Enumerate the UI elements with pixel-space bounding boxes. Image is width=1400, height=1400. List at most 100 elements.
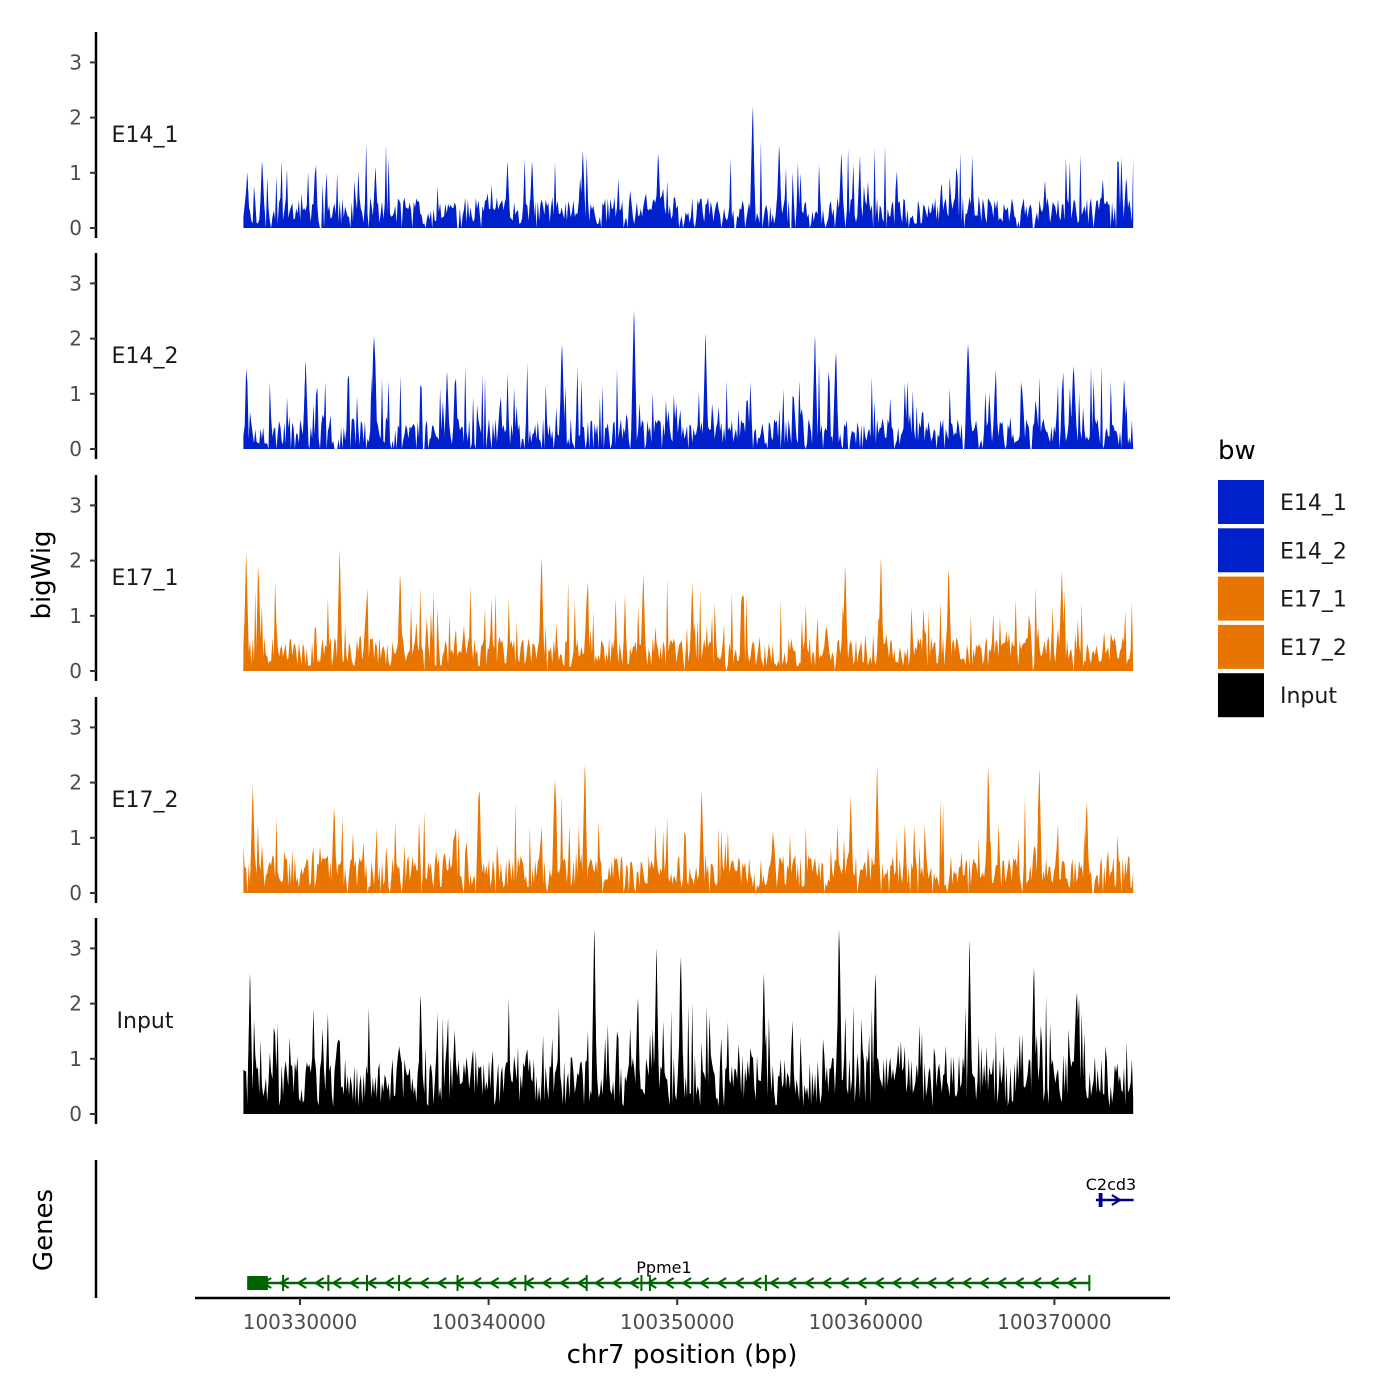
peak-Input-2 bbox=[591, 929, 598, 1114]
y-tick-label-E14_2-1: 1 bbox=[69, 382, 82, 406]
strand-arrow-Ppme1-25 bbox=[698, 1277, 710, 1289]
peak-E17_2-10 bbox=[1083, 801, 1090, 893]
exon-Ppme1-6 bbox=[524, 1275, 527, 1291]
exon-Ppme1-4 bbox=[398, 1275, 401, 1291]
strand-arrow-Ppme1-34 bbox=[856, 1277, 867, 1289]
track-Input: 0 1 2 3 Input bbox=[69, 918, 1134, 1126]
peak-Input-11 bbox=[1074, 992, 1081, 1114]
peak-E17_2-6 bbox=[847, 796, 854, 893]
peak-E14_1-5 bbox=[528, 161, 535, 228]
track-E14_1: 0 1 2 3 E14_1 bbox=[69, 32, 1134, 240]
strand-arrow-Ppme1-19 bbox=[593, 1277, 605, 1289]
peak-E17_2-9 bbox=[1036, 768, 1043, 893]
coverage-area-E17_2 bbox=[243, 763, 1134, 893]
strand-arrow-Ppme1-7 bbox=[383, 1277, 395, 1289]
peak-E14_1-10 bbox=[838, 153, 845, 228]
x-tick-label-0: 100330000 bbox=[243, 1310, 358, 1334]
peak-E14_1-11 bbox=[938, 183, 945, 228]
legend-title: bw bbox=[1218, 436, 1256, 466]
peak-Input-1 bbox=[417, 995, 424, 1114]
strand-arrow-Ppme1-16 bbox=[541, 1277, 552, 1289]
strand-arrow-Ppme1-46 bbox=[1066, 1277, 1077, 1289]
y-axis-title: bigWig bbox=[27, 530, 57, 619]
exon-C2cd3-0 bbox=[1098, 1193, 1103, 1207]
gene-label-Ppme1: Ppme1 bbox=[636, 1258, 691, 1277]
y-tick-label-E14_2-0: 0 bbox=[69, 437, 82, 461]
strand-arrow-Ppme1-4 bbox=[331, 1277, 342, 1289]
legend-label-E14_1: E14_1 bbox=[1280, 491, 1347, 516]
gene-Ppme1: Ppme1 bbox=[247, 1258, 1091, 1291]
strand-arrow-C2cd3-0 bbox=[1111, 1194, 1122, 1206]
x-axis: chr7 position (bp) 100330000 100340000 100… bbox=[195, 1296, 1170, 1370]
legend-swatch-E14_1 bbox=[1218, 480, 1264, 524]
exon-Ppme1-5 bbox=[456, 1275, 459, 1291]
gene-C2cd3: C2cd3 bbox=[1086, 1175, 1136, 1207]
legend-swatch-Input bbox=[1218, 673, 1264, 718]
peak-E17_2-3 bbox=[551, 779, 558, 893]
exon-Ppme1-2 bbox=[327, 1275, 330, 1291]
strand-arrow-Ppme1-9 bbox=[418, 1277, 430, 1289]
strand-arrow-Ppme1-45 bbox=[1048, 1277, 1060, 1289]
strand-arrow-Ppme1-10 bbox=[436, 1277, 447, 1289]
peak-E17_2-4 bbox=[581, 763, 588, 893]
strand-arrow-Ppme1-8 bbox=[401, 1277, 412, 1289]
legend-swatch-E14_2 bbox=[1218, 528, 1264, 573]
track-label-Input: Input bbox=[117, 1009, 174, 1034]
track-label-E17_1: E17_1 bbox=[112, 566, 179, 591]
peak-Input-6 bbox=[760, 973, 767, 1114]
strand-arrow-Ppme1-18 bbox=[576, 1277, 587, 1289]
strand-arrow-Ppme1-6 bbox=[366, 1277, 377, 1289]
strand-arrow-Ppme1-22 bbox=[646, 1277, 657, 1289]
x-tick-label-2: 100350000 bbox=[620, 1310, 735, 1334]
peak-Input-10 bbox=[1030, 967, 1037, 1114]
strand-arrow-Ppme1-31 bbox=[803, 1277, 815, 1289]
strand-arrow-Ppme1-17 bbox=[558, 1277, 570, 1289]
strand-arrow-Ppme1-32 bbox=[821, 1277, 832, 1289]
peak-E17_1-6 bbox=[689, 582, 696, 671]
peak-E14_1-1 bbox=[259, 161, 266, 228]
exon-Ppme1-9 bbox=[648, 1275, 651, 1291]
track-E17_2: 0 1 2 3 E17_2 bbox=[69, 697, 1134, 905]
strand-arrow-Ppme1-44 bbox=[1031, 1277, 1042, 1289]
peak-Input-3 bbox=[634, 998, 641, 1114]
strand-arrow-Ppme1-36 bbox=[891, 1277, 902, 1289]
strand-arrow-Ppme1-26 bbox=[716, 1277, 727, 1289]
y-tick-label-E17_1-2: 2 bbox=[69, 549, 82, 573]
y-tick-label-Input-2: 2 bbox=[69, 992, 82, 1016]
peak-E14_1-0 bbox=[244, 172, 251, 228]
peak-E17_1-0 bbox=[243, 552, 250, 671]
strand-arrow-Ppme1-23 bbox=[663, 1277, 675, 1289]
peak-Input-8 bbox=[872, 973, 879, 1114]
exon-Ppme1-10 bbox=[764, 1275, 767, 1291]
strand-arrow-Ppme1-42 bbox=[996, 1277, 1007, 1289]
strand-arrow-Ppme1-41 bbox=[978, 1277, 990, 1289]
strand-arrow-Ppme1-37 bbox=[908, 1277, 920, 1289]
peak-E14_1-13 bbox=[1123, 178, 1130, 228]
peak-E14_1-3 bbox=[372, 167, 379, 228]
peak-E14_1-12 bbox=[1041, 181, 1048, 228]
peak-E17_2-2 bbox=[476, 790, 483, 893]
peak-Input-9 bbox=[966, 940, 973, 1114]
track-E14_2: 0 1 2 3 E14_2 bbox=[69, 253, 1134, 461]
peak-Input-4 bbox=[653, 948, 660, 1114]
exon-Ppme1-1 bbox=[282, 1275, 285, 1291]
strand-arrow-Ppme1-39 bbox=[943, 1277, 955, 1289]
strand-arrow-Ppme1-13 bbox=[488, 1277, 500, 1289]
track-label-E14_1: E14_1 bbox=[112, 123, 179, 148]
peak-E17_1-10 bbox=[1058, 571, 1065, 671]
y-tick-label-Input-3: 3 bbox=[69, 936, 82, 960]
coverage-area-E17_1 bbox=[243, 549, 1134, 671]
peak-E14_1-9 bbox=[776, 145, 783, 228]
legend: bw E14_1 E14_2 E17_1 E17_2 Input bbox=[1218, 436, 1347, 718]
legend-label-E14_2: E14_2 bbox=[1280, 539, 1347, 564]
peak-E14_2-5 bbox=[702, 333, 709, 449]
peak-E14_1-6 bbox=[579, 150, 586, 228]
y-tick-label-E14_2-2: 2 bbox=[69, 327, 82, 351]
gene-label-C2cd3: C2cd3 bbox=[1086, 1175, 1136, 1194]
peak-E17_2-7 bbox=[874, 766, 881, 893]
track-label-E14_2: E14_2 bbox=[112, 344, 179, 369]
peak-E14_1-4 bbox=[504, 161, 511, 228]
peak-E17_1-5 bbox=[640, 574, 647, 671]
peak-E17_1-8 bbox=[877, 557, 884, 671]
